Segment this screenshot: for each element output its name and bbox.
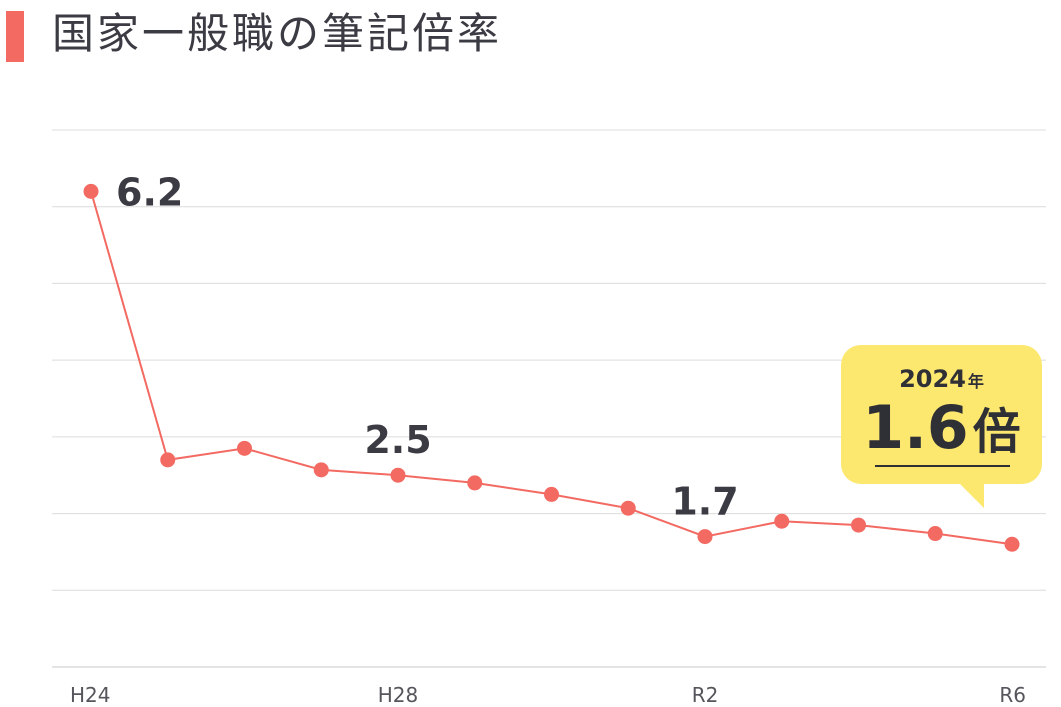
x-axis-ticks: H24 H28 R2 R6: [70, 683, 1026, 707]
callout-year-suffix: 年: [967, 372, 984, 391]
data-point-h30: [544, 486, 559, 502]
callout-tail: [958, 482, 984, 508]
x-tick-label: H28: [378, 683, 419, 707]
callout-value: 1.6倍: [841, 393, 1042, 467]
title-accent-bar: [6, 11, 24, 62]
data-points: [83, 183, 1020, 552]
data-point-r6: [1004, 536, 1020, 552]
data-point-h26: [237, 440, 252, 456]
data-point-r1: [620, 500, 636, 516]
data-point-r2: [697, 529, 713, 545]
page-title: 国家一般職の筆記倍率: [52, 9, 503, 58]
x-tick-label: H24: [70, 683, 111, 707]
latest-value-callout: 2024 年 1.6倍: [841, 345, 1042, 484]
x-tick-label: R6: [999, 683, 1026, 707]
data-labels: 6.2 2.5 1.7: [116, 170, 739, 523]
callout-underline: [875, 465, 1010, 467]
data-label: 2.5: [364, 418, 431, 462]
data-point-h28: [390, 467, 406, 483]
data-label: 6.2: [116, 170, 183, 214]
data-point-h24: [83, 183, 99, 199]
data-point-r3: [774, 513, 790, 529]
data-point-h29: [467, 475, 483, 491]
callout-year-value: 2024: [899, 365, 966, 393]
data-point-r5: [927, 526, 943, 542]
callout-year: 2024 年: [841, 365, 1042, 396]
callout-value-number: 1.6: [862, 393, 969, 463]
data-label: 1.7: [671, 480, 738, 524]
x-tick-label: R2: [692, 683, 719, 707]
data-point-h25: [160, 452, 176, 468]
data-point-h27: [313, 462, 329, 478]
callout-value-suffix: 倍: [972, 404, 1021, 460]
data-point-r4: [851, 517, 866, 533]
